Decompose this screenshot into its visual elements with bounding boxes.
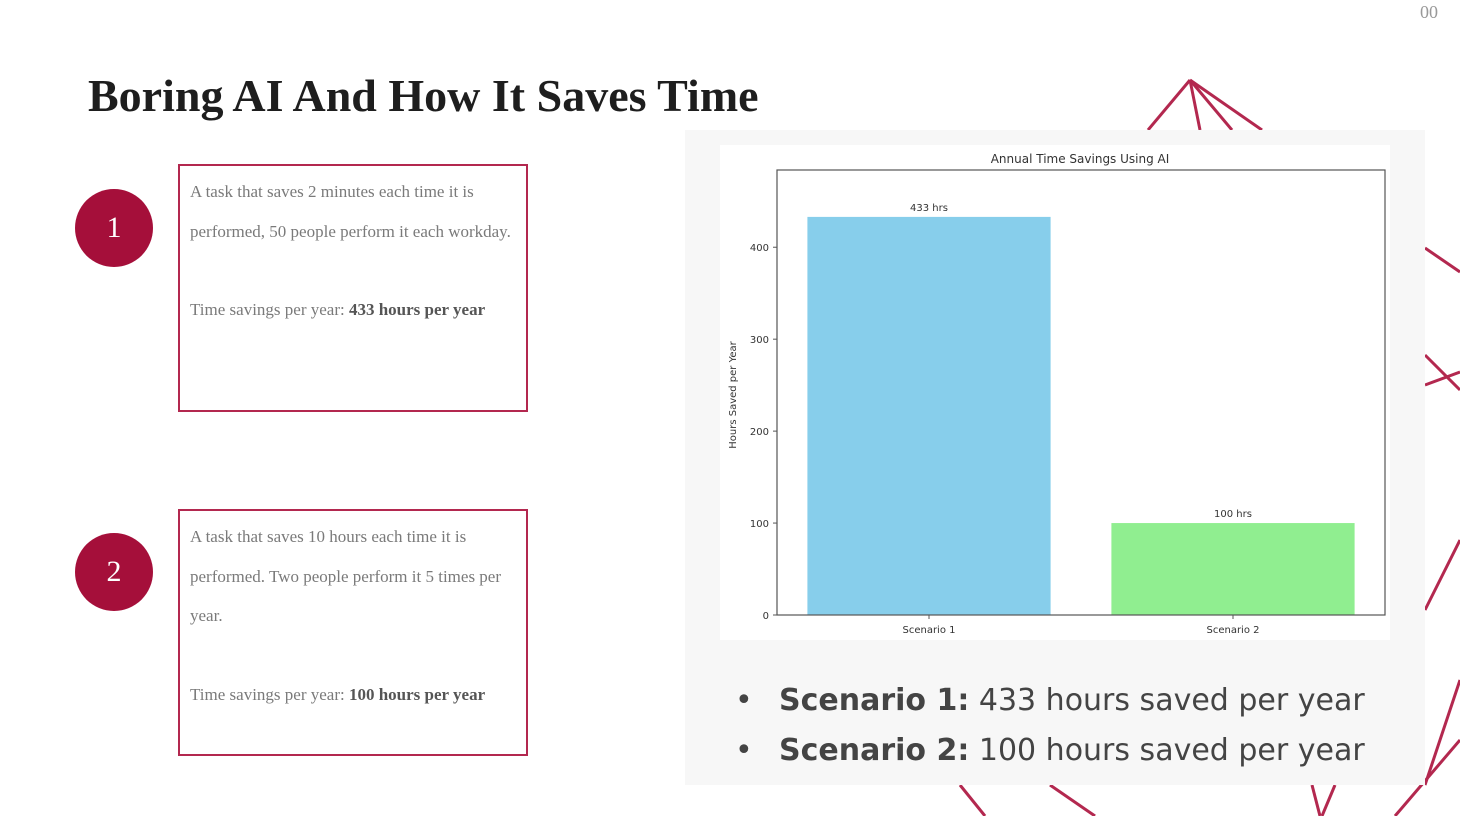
scenario-1-savings-value: 433 hours per year [348,300,486,319]
y-tick-label: 200 [750,427,769,438]
page-number: 00 [1420,2,1438,22]
bullet-text: 433 hours saved per year [969,683,1365,718]
bullet-label: Scenario 1: [779,683,970,718]
bar-chart: Annual Time Savings Using AI Hours Saved… [720,145,1390,640]
x-tick-label: Scenario 1 [902,625,955,636]
scenario-1-desc: A task that saves 2 minutes each time it… [190,182,511,241]
scenario-1-savings-label: Time savings per year: [190,300,349,319]
bullet-text: 100 hours saved per year [969,733,1365,768]
bar-1 [807,216,1051,615]
scenario-2-savings-value: 100 hours per year [348,684,486,704]
slide-title: Boring AI And How It Saves Time [88,70,759,121]
bullet-label: Scenario 2: [779,733,970,768]
scenario-2-box: A task that saves 10 hours each time it … [178,509,528,756]
scenario-1-box: A task that saves 2 minutes each time it… [178,164,528,412]
scenario-2-badge: 2 [75,533,153,611]
y-tick-label: 0 [763,611,769,622]
data-label: 433 hrs [910,203,948,214]
y-tick-label: 100 [750,519,769,530]
bullet-item: • Scenario 2: 100 hours saved per year [735,726,1365,776]
bullet-item: • Scenario 1: 433 hours saved per year [735,676,1365,726]
scenario-2-desc: A task that saves 10 hours each time it … [190,527,502,625]
bullet-icon: • [735,683,753,718]
x-tick-label: Scenario 2 [1206,625,1259,636]
bar-2 [1111,523,1355,615]
y-axis-label: Hours Saved per Year [728,340,739,448]
y-tick-label: 300 [750,335,769,346]
scenario-1-badge: 1 [75,189,153,267]
scenario-2-savings-label: Time savings per year: [190,684,349,704]
data-label: 100 hrs [1214,509,1252,520]
bullet-icon: • [735,733,753,768]
chart-title: Annual Time Savings Using AI [991,152,1170,166]
y-tick-label: 400 [750,243,769,254]
plot-frame [776,169,1386,616]
summary-bullets: • Scenario 1: 433 hours saved per year • S… [735,676,1365,776]
